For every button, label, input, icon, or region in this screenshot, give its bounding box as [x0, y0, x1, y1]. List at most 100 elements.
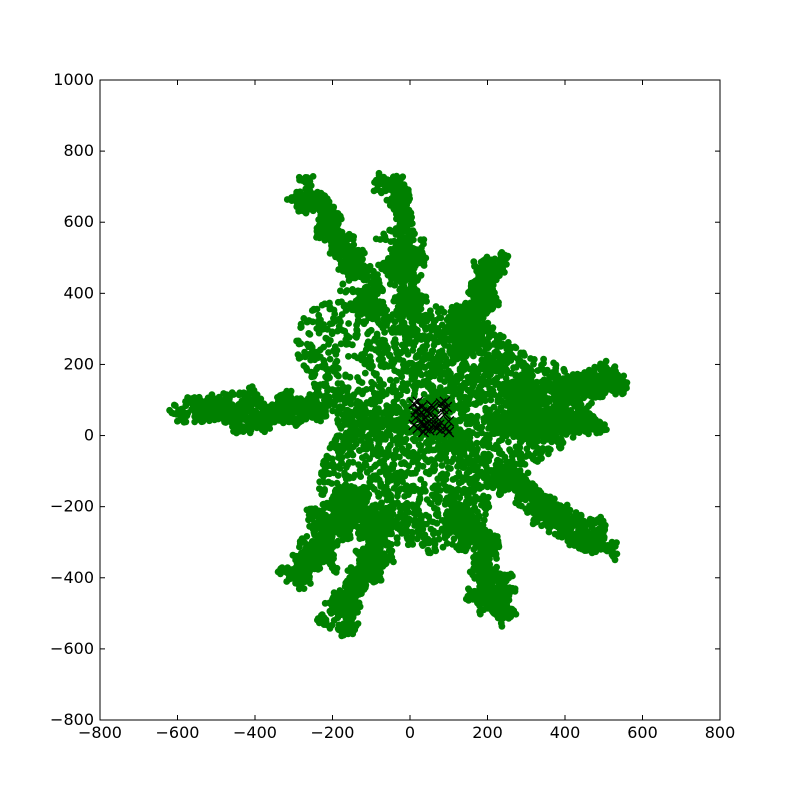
walk-point [517, 455, 524, 463]
walk-point [380, 179, 388, 187]
walk-point [321, 300, 329, 308]
walk-point [420, 480, 428, 488]
walk-point [334, 364, 342, 372]
walk-point [410, 509, 418, 517]
walk-point [360, 320, 368, 328]
walk-point [441, 341, 449, 349]
walk-point [346, 450, 353, 458]
walk-point [381, 233, 389, 240]
walk-point [485, 342, 493, 350]
walk-point [395, 185, 403, 193]
walk-point [393, 480, 401, 488]
walk-point [505, 438, 512, 446]
walk-point [371, 397, 379, 405]
walk-point [486, 365, 493, 373]
walk-point [333, 347, 341, 354]
walk-point [456, 367, 464, 374]
walk-point [463, 396, 471, 404]
walk-point [493, 347, 500, 355]
walk-point [323, 452, 331, 460]
walk-point [385, 445, 392, 452]
walk-point [329, 366, 336, 374]
walk-point [388, 409, 395, 416]
walk-point [483, 351, 491, 359]
walk-point [481, 395, 488, 403]
walk-point [357, 353, 365, 361]
walk-point [476, 495, 484, 503]
walk-point [376, 376, 383, 383]
walk-point [309, 173, 317, 180]
walk-point [217, 410, 225, 418]
walk-point [527, 355, 534, 362]
walk-point [342, 464, 350, 471]
walk-point [544, 368, 551, 375]
walk-point [372, 476, 380, 483]
walk-point [476, 485, 484, 492]
walk-point [352, 425, 360, 433]
walk-point [432, 303, 440, 310]
walk-point [326, 444, 334, 452]
walk-point [371, 179, 378, 186]
walk-point [373, 330, 381, 338]
walk-point [391, 343, 398, 350]
walk-point [296, 176, 303, 184]
walk-point [481, 436, 489, 443]
walk-point [482, 461, 489, 469]
walk-point [381, 320, 388, 328]
walk-point [508, 453, 516, 460]
walk-point [394, 441, 402, 448]
walk-point [318, 471, 325, 478]
walk-point [402, 347, 410, 354]
walk-point [355, 447, 363, 454]
walk-point [381, 337, 388, 344]
walk-point [394, 351, 402, 359]
walk-point [440, 480, 447, 488]
walk-point [375, 493, 383, 500]
walk-point [401, 187, 409, 194]
walk-point [394, 499, 401, 507]
walk-point [372, 235, 380, 243]
walk-point [461, 415, 469, 422]
walk-point [447, 465, 454, 472]
walk-point [264, 406, 272, 414]
walk-point [432, 485, 440, 492]
walk-point [336, 451, 343, 459]
walk-point [369, 279, 377, 287]
walk-point [550, 359, 557, 367]
walk-point [490, 391, 498, 398]
walk-point [438, 321, 446, 329]
walk-point [412, 306, 420, 314]
walk-point [295, 340, 303, 348]
walk-point [473, 369, 481, 376]
walk-point [303, 340, 311, 348]
walk-point [434, 512, 442, 520]
walk-point [428, 466, 436, 474]
walk-point [401, 493, 408, 500]
walk-point [393, 376, 400, 384]
walk-point [503, 359, 511, 367]
walk-point [426, 332, 434, 339]
walk-point [391, 471, 399, 479]
walk-point [331, 398, 339, 405]
walk-point [402, 505, 409, 513]
walk-point [403, 533, 411, 541]
walk-point [473, 475, 480, 483]
walk-point [387, 491, 394, 499]
walk-point [354, 374, 361, 381]
walk-point [451, 448, 458, 456]
walk-point [404, 487, 412, 495]
walk-point [384, 313, 392, 321]
walk-point [538, 361, 545, 369]
walk-point [472, 416, 480, 423]
walk-point [417, 236, 425, 244]
walk-point [367, 465, 374, 473]
walk-point [405, 335, 413, 343]
walk-point [324, 384, 331, 392]
walk-point [469, 488, 477, 495]
walk-point [429, 347, 437, 354]
walk-point [417, 336, 425, 343]
walk-point [442, 449, 450, 457]
walk-point [323, 470, 331, 478]
walk-point [349, 341, 356, 349]
